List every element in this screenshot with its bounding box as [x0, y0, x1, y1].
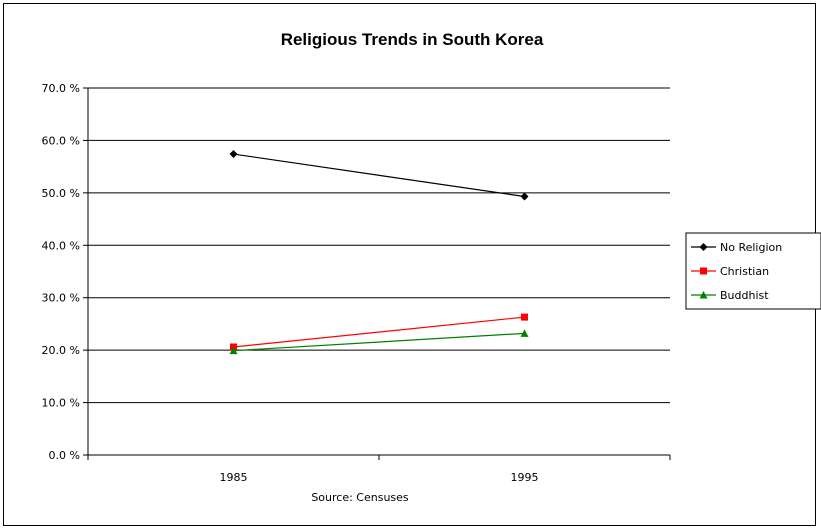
y-tick-label: 0.0 % — [49, 449, 80, 462]
gridlines — [88, 87, 670, 456]
data-point — [229, 346, 238, 355]
chart-frame — [3, 3, 816, 526]
legend-label: No Religion — [720, 241, 782, 254]
series-christian — [230, 313, 528, 351]
legend-item: Christian — [691, 265, 769, 278]
y-tick-label: 60.0 % — [42, 134, 80, 147]
series-layer — [229, 150, 529, 355]
series-line — [233, 332, 525, 352]
y-tick-label: 70.0 % — [42, 82, 80, 95]
data-point — [521, 313, 528, 321]
chart-title: Religious Trends in South Korea — [281, 30, 544, 49]
x-axis-label: Source: Censuses — [311, 491, 409, 504]
legend-label: Christian — [720, 265, 769, 278]
data-point — [520, 192, 529, 201]
y-tick-label: 50.0 % — [42, 187, 80, 200]
legend-marker — [699, 291, 708, 299]
y-tick-label: 10.0 % — [42, 397, 80, 410]
x-axis: 1985 1995 — [87, 454, 671, 484]
legend-label: Buddhist — [720, 289, 769, 302]
legend: No Religion Christian Buddhist — [685, 232, 821, 310]
y-tick-label: 30.0 % — [42, 292, 80, 305]
series-line — [233, 316, 525, 348]
legend-item: No Religion — [691, 241, 782, 254]
legend-marker — [699, 243, 708, 251]
y-tick-label: 40.0 % — [42, 239, 80, 252]
series-no-religion — [229, 150, 529, 201]
y-tick-label: 20.0 % — [42, 344, 80, 357]
series-buddhist — [229, 329, 529, 355]
x-tick-label: 1985 — [220, 471, 248, 484]
series-line — [233, 153, 525, 198]
data-point — [520, 329, 529, 337]
data-point — [229, 150, 238, 159]
y-axis: 0.0 % 10.0 % 20.0 % 30.0 % 40.0 % 50.0 % 60.0 … — [42, 82, 89, 462]
legend-item: Buddhist — [691, 289, 769, 302]
x-tick-label: 1995 — [511, 471, 539, 484]
legend-marker — [700, 267, 707, 275]
